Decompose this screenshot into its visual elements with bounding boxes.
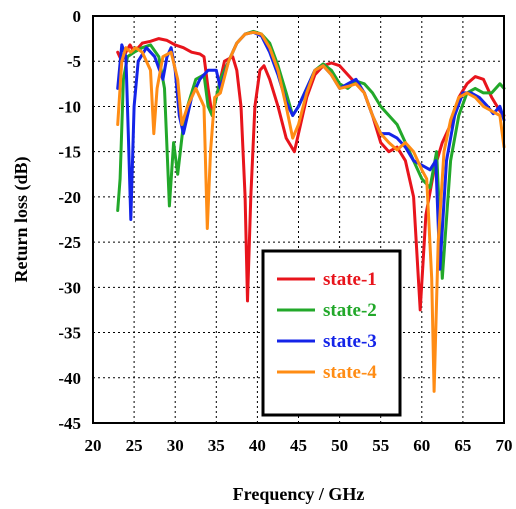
plot-frame [92,15,505,424]
y-tick-label: -5 [67,52,81,71]
y-axis-title: Return loss (dB) [11,156,32,282]
y-tick-label: -10 [58,97,81,116]
y-tick-label: -15 [58,143,81,162]
series-line-state-4 [116,30,506,393]
x-tick-label: 35 [208,436,225,455]
x-tick-label: 50 [331,436,348,455]
legend-label-state-1: state-1 [323,269,377,290]
x-axis-title: Frequency / GHz [233,484,365,504]
y-tick-label: -30 [58,278,81,297]
x-tick-label: 30 [167,436,184,455]
y-tick-label: -40 [58,369,81,388]
x-tick-label: 45 [290,436,307,455]
x-tick-label: 55 [372,436,389,455]
x-tick-label: 40 [249,436,266,455]
y-tick-label: -20 [58,188,81,207]
series-group [116,29,506,393]
y-tick-label: -35 [58,324,81,343]
tick-labels: 20 25 30 35 40 45 50 55 60 65 70 0 -5 -10 -15 -20 -25 -30… [58,7,512,455]
legend-label-state-2: state-2 [323,300,377,321]
x-tick-label: 65 [454,436,471,455]
x-tick-label: 20 [85,436,102,455]
x-tick-label: 25 [126,436,143,455]
x-tick-label: 70 [496,436,513,455]
legend-label-state-3: state-3 [323,331,377,352]
x-tick-label: 60 [413,436,430,455]
y-tick-label: -25 [58,233,81,252]
legend-label-state-4: state-4 [323,362,377,383]
legend: state-1 state-2 state-3 state-4 [261,249,402,417]
y-tick-label: 0 [73,7,82,26]
y-tick-label: -45 [58,414,81,433]
